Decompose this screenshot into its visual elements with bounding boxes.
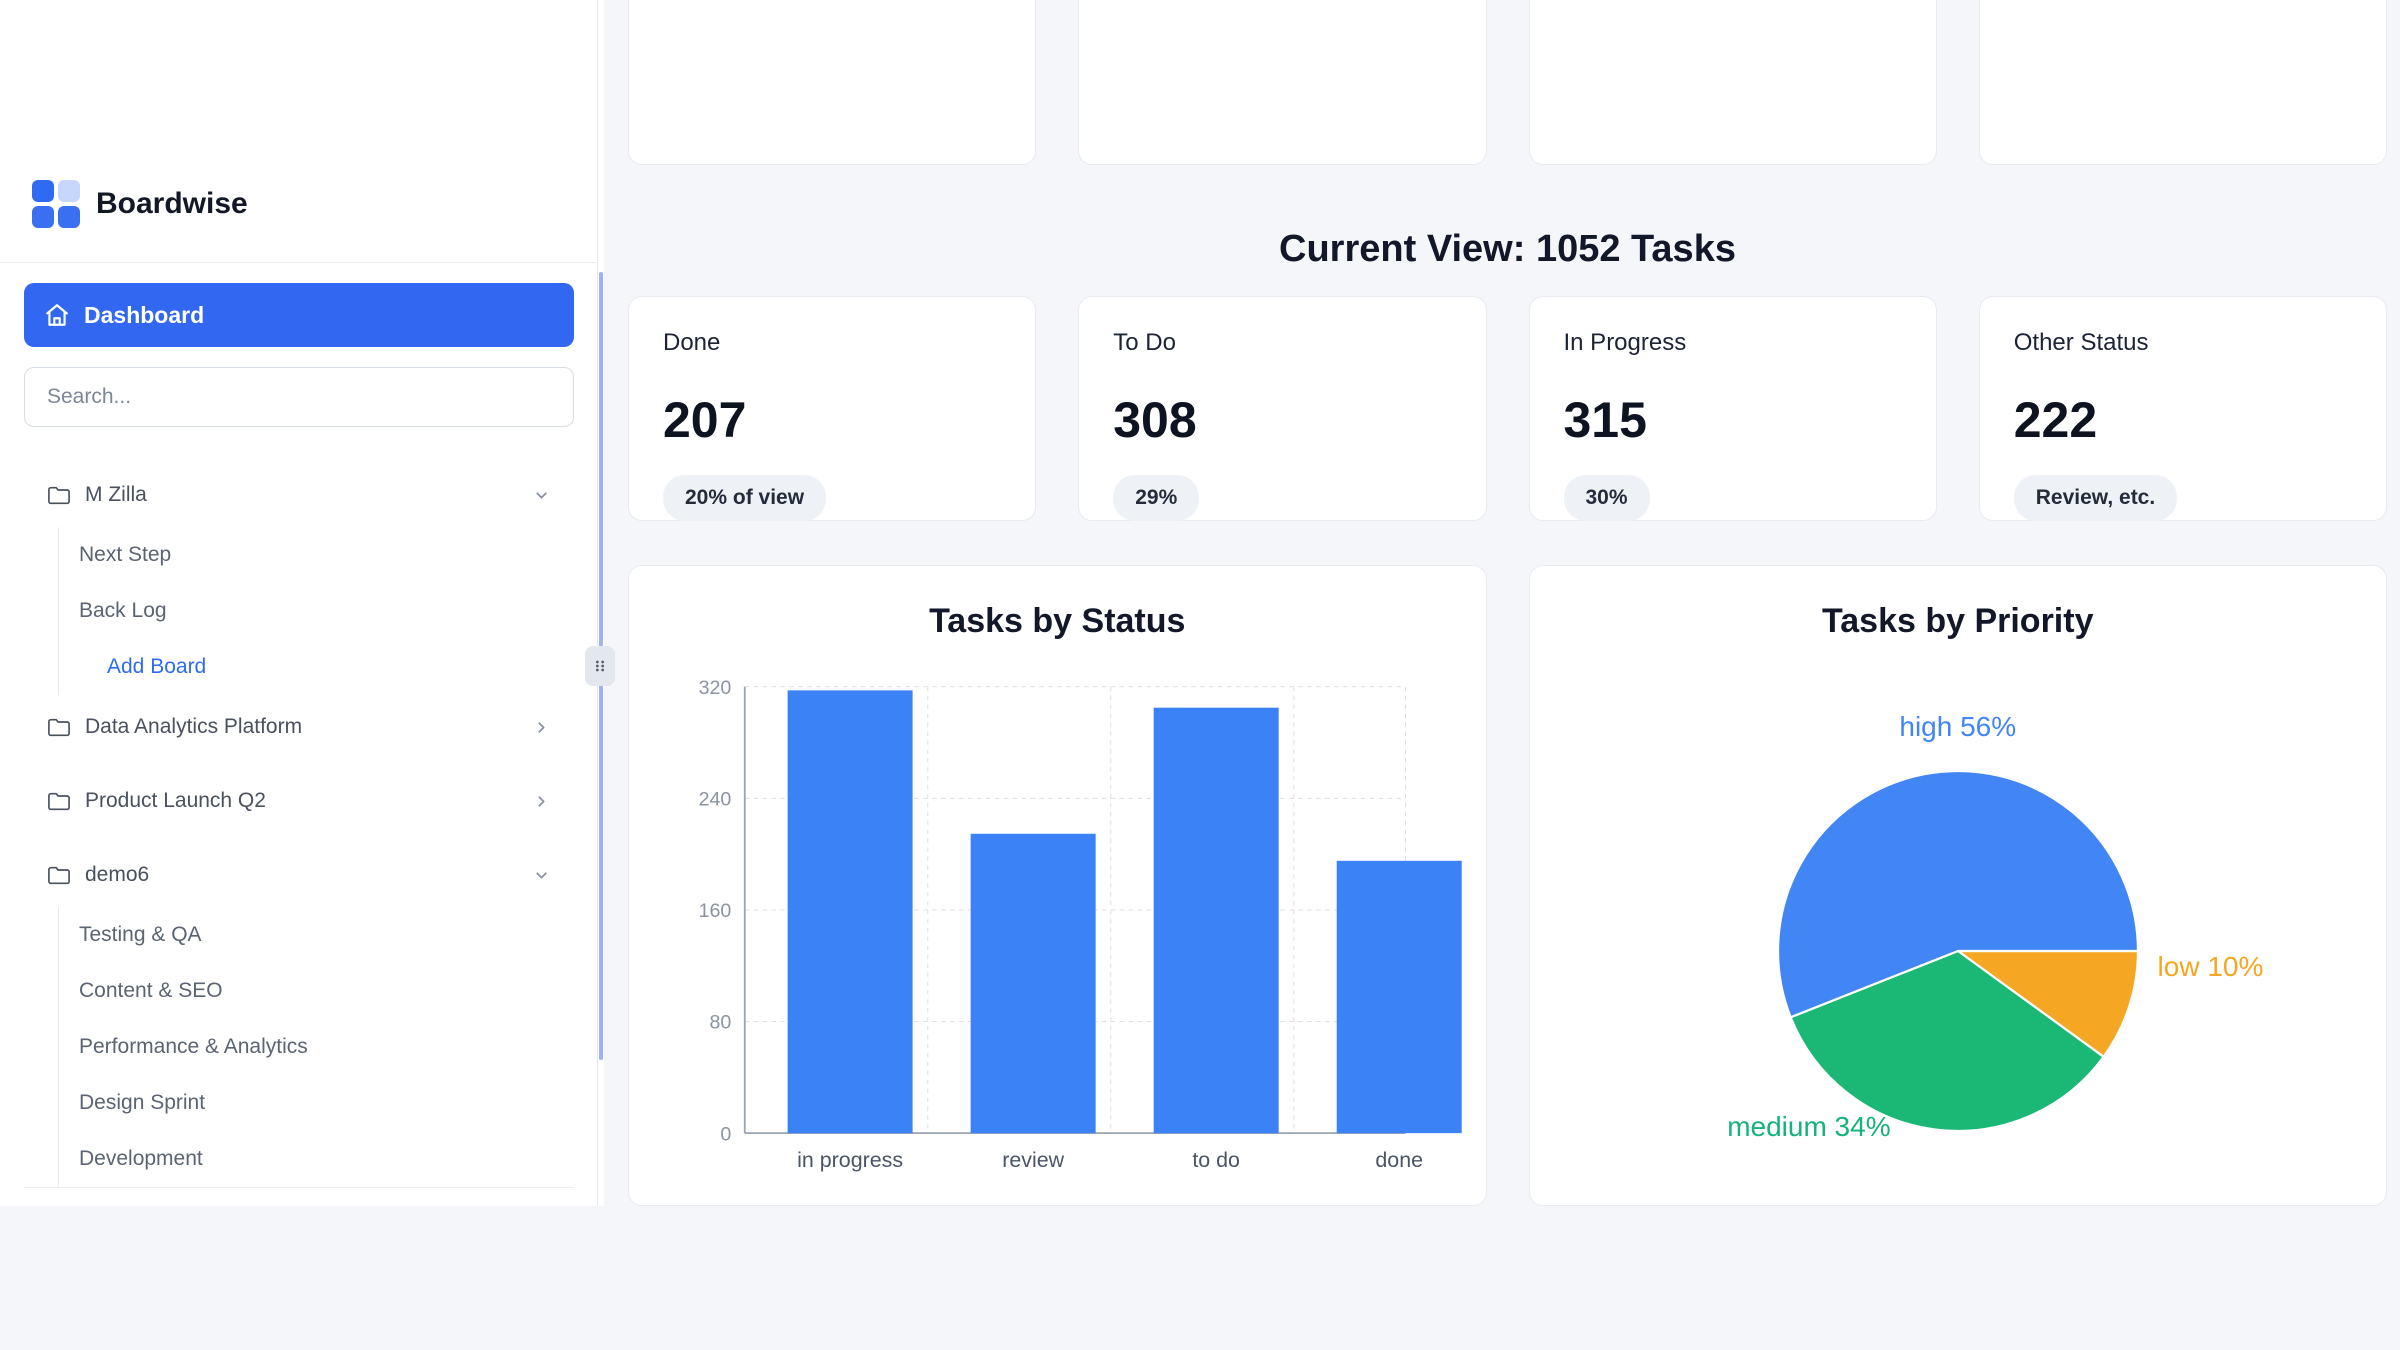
svg-text:in progress: in progress (797, 1148, 903, 1172)
svg-text:320: 320 (699, 677, 732, 699)
svg-text:160: 160 (699, 900, 732, 922)
svg-text:0: 0 (720, 1123, 731, 1145)
svg-text:to do: to do (1192, 1148, 1240, 1172)
svg-text:review: review (1002, 1148, 1064, 1172)
svg-text:done: done (1375, 1148, 1423, 1172)
svg-text:240: 240 (699, 788, 732, 810)
svg-text:80: 80 (710, 1012, 732, 1034)
